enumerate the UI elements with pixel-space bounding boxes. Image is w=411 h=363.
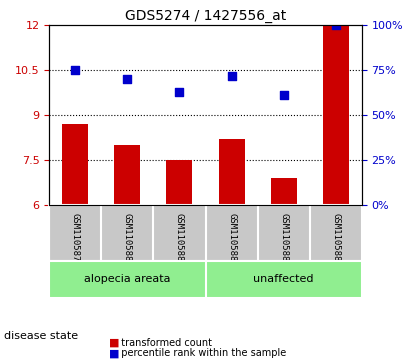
Text: GSM1105880: GSM1105880 bbox=[123, 213, 132, 267]
Point bbox=[176, 89, 183, 95]
Text: ■: ■ bbox=[109, 338, 120, 348]
Text: disease state: disease state bbox=[4, 331, 78, 341]
Bar bbox=[114, 145, 141, 205]
Text: GSM1105884: GSM1105884 bbox=[331, 213, 340, 267]
Point bbox=[124, 76, 131, 82]
Point bbox=[332, 23, 339, 28]
Text: alopecia areata: alopecia areata bbox=[84, 274, 171, 285]
Bar bbox=[62, 124, 88, 205]
Text: GSM1105881: GSM1105881 bbox=[175, 213, 184, 267]
Text: GSM1105879: GSM1105879 bbox=[71, 213, 80, 267]
Text: transformed count: transformed count bbox=[115, 338, 212, 348]
Bar bbox=[166, 160, 192, 205]
Text: ■: ■ bbox=[109, 348, 120, 358]
Bar bbox=[323, 25, 349, 205]
Text: percentile rank within the sample: percentile rank within the sample bbox=[115, 348, 286, 358]
Point bbox=[228, 73, 235, 79]
Point bbox=[280, 93, 287, 98]
Bar bbox=[270, 178, 297, 205]
Text: GSM1105882: GSM1105882 bbox=[227, 213, 236, 267]
Title: GDS5274 / 1427556_at: GDS5274 / 1427556_at bbox=[125, 9, 286, 23]
Point bbox=[72, 68, 79, 73]
Text: GSM1105883: GSM1105883 bbox=[279, 213, 288, 267]
Text: unaffected: unaffected bbox=[253, 274, 314, 285]
Bar bbox=[219, 139, 245, 205]
